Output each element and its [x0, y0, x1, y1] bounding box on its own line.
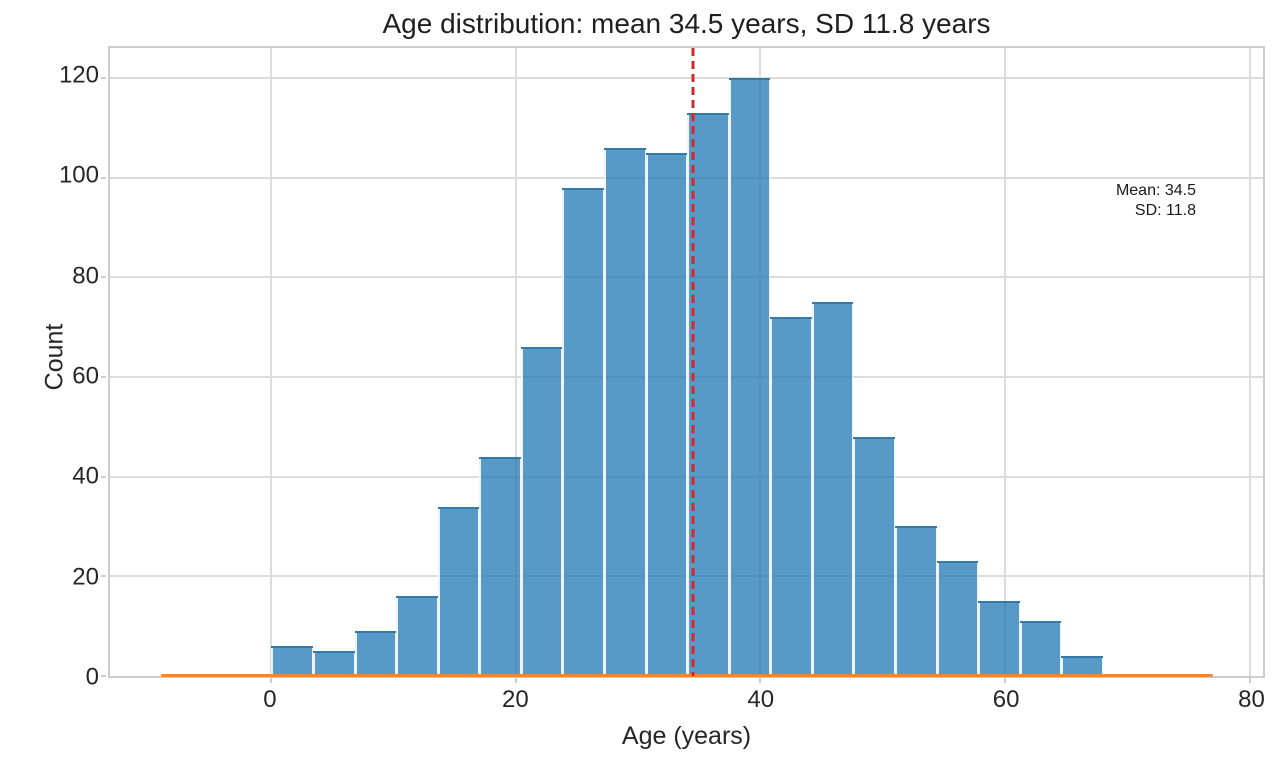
x-gridline	[514, 48, 517, 676]
y-gridline	[110, 76, 1263, 79]
x-tick-mark	[1004, 678, 1006, 683]
x-tick-label: 60	[992, 686, 1020, 713]
mean-line	[691, 48, 695, 676]
histogram-bar	[1019, 621, 1062, 676]
chart-title: Age distribution: mean 34.5 years, SD 11…	[382, 8, 991, 39]
x-tick-label: 0	[263, 686, 277, 713]
histogram-bar	[479, 456, 521, 676]
x-tick-label: 40	[747, 686, 775, 713]
y-tick-label: 100	[58, 161, 99, 189]
x-tick-mark	[759, 678, 762, 683]
histogram-bar	[894, 526, 937, 676]
histogram-bar	[312, 651, 355, 676]
mean-annotation: Mean: 34.5	[1115, 182, 1196, 199]
x-tick-mark	[1248, 678, 1251, 683]
x-tick-label: 80	[1238, 686, 1265, 713]
x-tick-label: 20	[501, 686, 529, 713]
y-tick-mark	[101, 475, 106, 478]
histogram-bar	[603, 147, 646, 676]
y-tick-label: 60	[72, 362, 99, 390]
histogram-bar	[520, 347, 563, 676]
histogram-bar	[562, 187, 604, 676]
histogram-bar	[645, 152, 688, 676]
x-gridline	[270, 48, 273, 676]
x-axis-label: Age (years)	[621, 722, 752, 750]
y-tick-mark	[101, 375, 106, 378]
histogram-bar	[271, 646, 313, 676]
histogram-bar	[811, 302, 854, 676]
histogram-bar	[354, 631, 397, 676]
y-tick-mark	[101, 675, 106, 677]
histogram-bar	[770, 317, 812, 676]
y-tick-label: 80	[72, 262, 99, 290]
histogram-bar	[437, 506, 480, 676]
histogram-bar	[396, 596, 438, 676]
y-tick-label: 20	[72, 563, 99, 591]
histogram-bar	[728, 77, 771, 676]
x-tick-mark	[270, 678, 273, 683]
y-tick-mark	[101, 176, 106, 179]
x-gridline	[1004, 48, 1006, 676]
y-tick-mark	[101, 276, 106, 279]
x-axis-tick-labels: 0 20 40 60 80	[108, 686, 1265, 718]
y-tick-mark	[101, 575, 106, 578]
y-tick-label: 0	[85, 663, 99, 691]
histogram-bar	[978, 601, 1020, 676]
x-gridline	[1248, 48, 1251, 676]
histogram-bar	[936, 561, 979, 676]
y-axis-tick-labels: 0 20 40 60 80 100 120	[0, 46, 99, 691]
y-tick-label: 40	[72, 462, 99, 490]
kde-line	[161, 674, 1213, 677]
histogram-bar	[1061, 656, 1103, 676]
plot-area: Mean: 34.5 SD: 11.8	[101, 46, 1265, 683]
y-tick-mark	[101, 76, 106, 79]
histogram-bar	[853, 436, 895, 676]
x-tick-mark	[514, 678, 517, 683]
sd-annotation: SD: 11.8	[1134, 202, 1196, 219]
stats-annotation: Mean: 34.5 SD: 11.8	[1116, 181, 1196, 221]
y-tick-label: 120	[58, 61, 99, 89]
